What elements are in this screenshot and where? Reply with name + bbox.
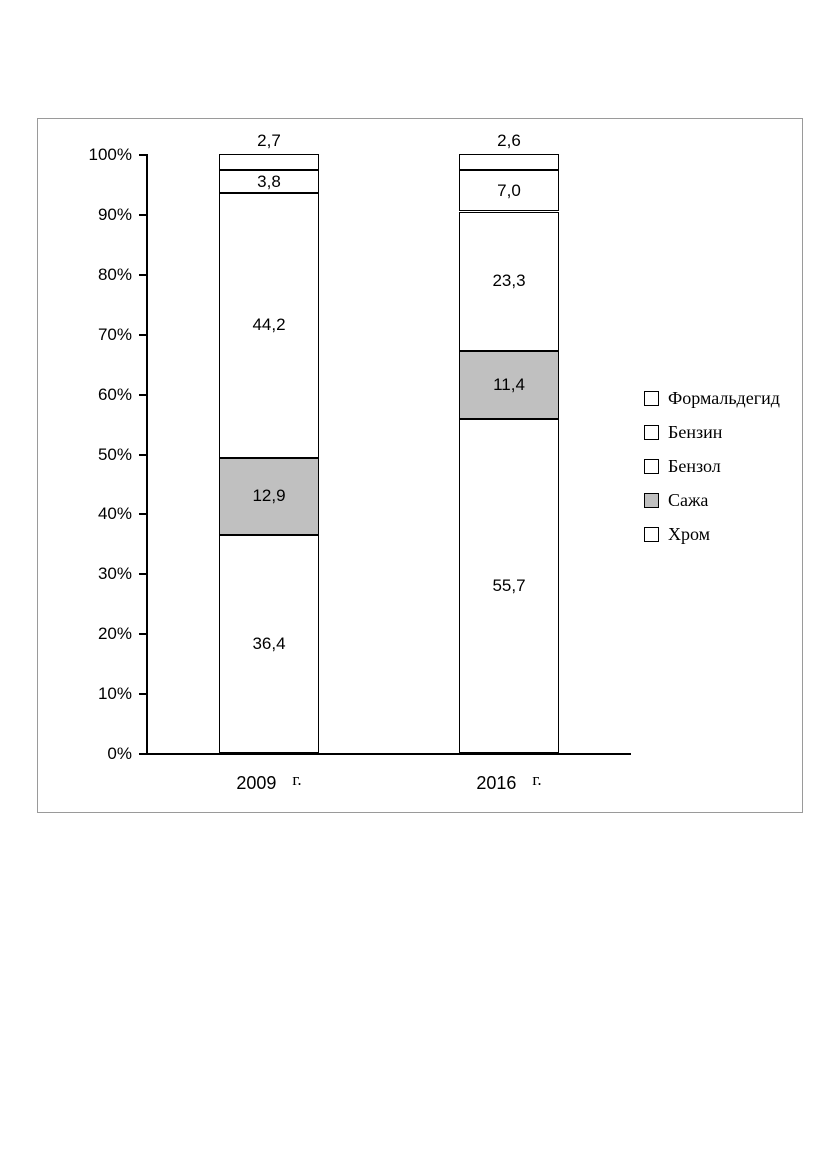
- legend-label: Формальдегид: [668, 387, 780, 408]
- value-label: 7,0: [497, 180, 521, 200]
- legend-item-Формальдегид: Формальдегид: [644, 381, 780, 415]
- x-category-year: 2016: [476, 773, 517, 793]
- bar-segment-Формальдегид: [459, 154, 559, 170]
- y-tick-label: 30%: [97, 564, 132, 584]
- x-category-suffix: г.: [532, 770, 542, 789]
- y-tick-label: 80%: [97, 264, 132, 284]
- x-category-label: 2016 г.: [419, 770, 599, 794]
- y-tick-label: 100%: [88, 145, 132, 164]
- y-tick-mark: [139, 273, 146, 276]
- x-axis-line: [146, 753, 631, 755]
- legend-item-Хром: Хром: [644, 517, 780, 551]
- value-label: 11,4: [493, 375, 525, 395]
- y-tick-mark: [139, 753, 146, 755]
- y-tick-mark: [139, 453, 146, 456]
- value-label: 2,6: [497, 131, 521, 150]
- bar-segment-Хром: [459, 419, 559, 753]
- value-label: 44,2: [252, 315, 286, 335]
- y-tick-mark: [139, 513, 146, 516]
- value-label: 23,3: [492, 271, 526, 291]
- y-tick-label: 50%: [97, 444, 132, 464]
- bar-segment-Сажа: [459, 351, 559, 420]
- bar-segment-Бензол: [459, 211, 559, 352]
- y-tick-mark: [139, 333, 146, 336]
- legend-label: Хром: [668, 523, 711, 544]
- legend-label: Бензол: [668, 455, 721, 476]
- bar-segment-Формальдегид: [219, 154, 319, 171]
- legend-item-Сажа: Сажа: [644, 483, 780, 517]
- y-tick-mark: [139, 633, 146, 636]
- y-tick-mark: [139, 693, 146, 696]
- x-category-label: 2009 г.: [179, 770, 359, 794]
- bar-segment-Бензол: [219, 192, 319, 458]
- bar-segment-Сажа: [219, 457, 319, 535]
- y-tick-label: 10%: [97, 684, 132, 704]
- y-axis-line: [146, 154, 148, 755]
- y-tick-label: 20%: [97, 624, 132, 644]
- y-tick-mark: [139, 154, 146, 156]
- y-tick-label: 0%: [107, 744, 132, 763]
- legend-label: Бензин: [668, 421, 723, 442]
- legend-swatch-icon: [644, 424, 659, 440]
- y-tick-mark: [139, 393, 146, 396]
- x-category-suffix: г.: [292, 770, 302, 789]
- legend-label: Сажа: [668, 489, 709, 510]
- value-label: 2,7: [257, 131, 281, 150]
- y-tick-mark: [139, 213, 146, 216]
- value-label: 55,7: [492, 576, 526, 596]
- value-label: 3,8: [257, 171, 281, 191]
- legend-swatch-icon: [644, 526, 659, 542]
- y-tick-label: 90%: [97, 204, 132, 224]
- legend: Формальдегид Бензин Бензол Сажа Хром: [644, 381, 780, 551]
- legend-swatch-icon: [644, 390, 659, 406]
- value-label: 36,4: [252, 633, 286, 653]
- y-tick-mark: [139, 573, 146, 576]
- value-label: 12,9: [252, 486, 286, 506]
- x-category-year: 2009: [236, 773, 277, 793]
- bar-segment-Бензин: [219, 170, 319, 193]
- legend-item-Бензин: Бензин: [644, 415, 780, 449]
- legend-swatch-icon: [644, 458, 659, 474]
- legend-swatch-icon: [644, 492, 659, 508]
- legend-item-Бензол: Бензол: [644, 449, 780, 483]
- y-tick-label: 70%: [97, 324, 132, 344]
- bar-segment-Бензин: [459, 169, 559, 212]
- y-tick-label: 60%: [97, 384, 132, 404]
- bar-segment-Хром: [219, 534, 319, 753]
- y-tick-label: 40%: [97, 504, 132, 524]
- chart-frame: 0% 10% 20% 30% 40% 50% 60% 70% 80% 90% 100% 36,4 12…: [37, 118, 803, 813]
